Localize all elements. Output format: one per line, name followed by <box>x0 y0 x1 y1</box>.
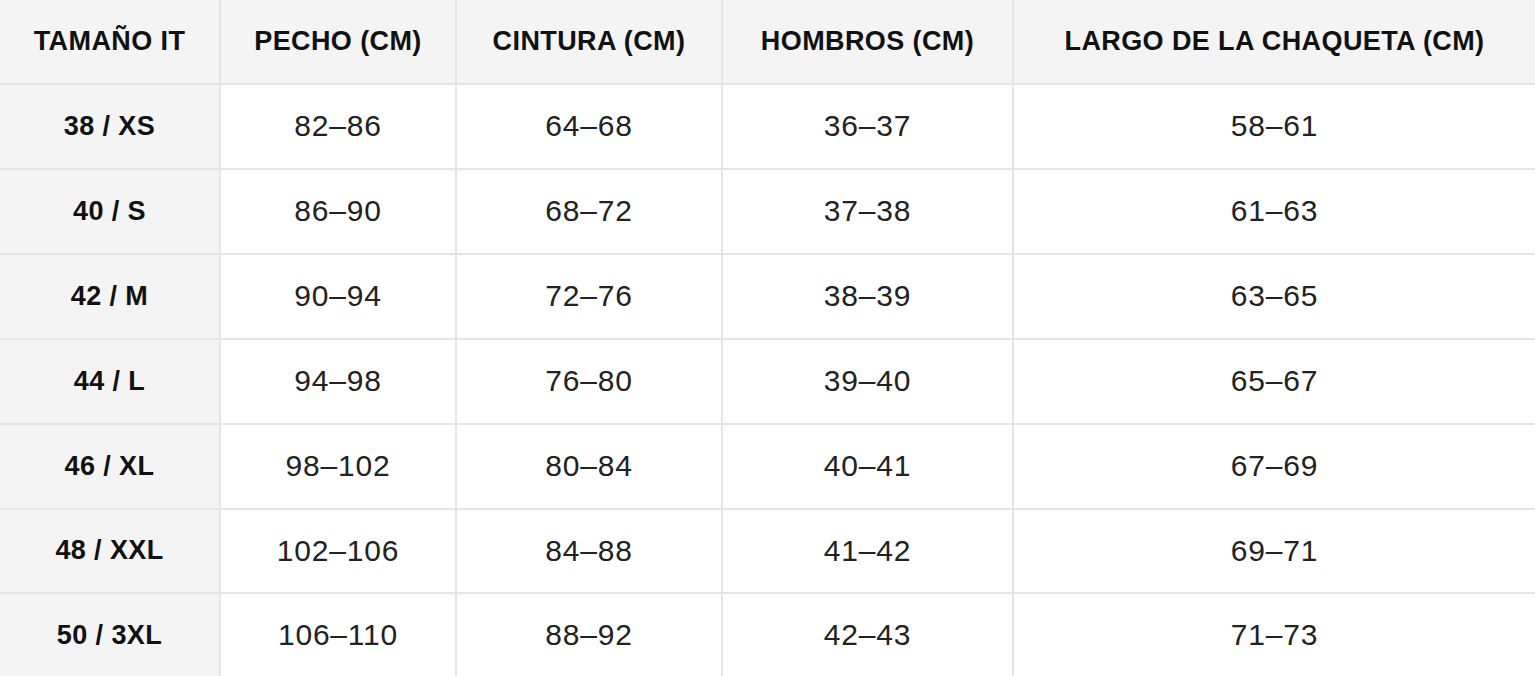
column-header-shoulders: HOMBROS (CM) <box>722 0 1013 84</box>
measurement-cell: 39–40 <box>722 339 1013 424</box>
measurement-cell: 38–39 <box>722 254 1013 339</box>
measurement-cell: 40–41 <box>722 424 1013 509</box>
table-row: 40 / S86–9068–7237–3861–63 <box>0 169 1535 254</box>
measurement-cell: 64–68 <box>456 84 722 169</box>
measurement-cell: 41–42 <box>722 509 1013 594</box>
measurement-cell: 80–84 <box>456 424 722 509</box>
measurement-cell: 98–102 <box>220 424 456 509</box>
measurement-cell: 106–110 <box>220 593 456 676</box>
header-row: TAMAÑO IT PECHO (CM) CINTURA (CM) HOMBRO… <box>0 0 1535 84</box>
measurement-cell: 84–88 <box>456 509 722 594</box>
table-row: 44 / L94–9876–8039–4065–67 <box>0 339 1535 424</box>
column-header-jacket-length: LARGO DE LA CHAQUETA (CM) <box>1013 0 1535 84</box>
measurement-cell: 65–67 <box>1013 339 1535 424</box>
measurement-cell: 37–38 <box>722 169 1013 254</box>
measurement-cell: 94–98 <box>220 339 456 424</box>
measurement-cell: 102–106 <box>220 509 456 594</box>
size-label: 46 / XL <box>0 424 220 509</box>
measurement-cell: 90–94 <box>220 254 456 339</box>
size-chart-header: TAMAÑO IT PECHO (CM) CINTURA (CM) HOMBRO… <box>0 0 1535 84</box>
table-row: 48 / XXL102–10684–8841–4269–71 <box>0 509 1535 594</box>
measurement-cell: 69–71 <box>1013 509 1535 594</box>
measurement-cell: 76–80 <box>456 339 722 424</box>
size-chart-table: TAMAÑO IT PECHO (CM) CINTURA (CM) HOMBRO… <box>0 0 1535 676</box>
measurement-cell: 86–90 <box>220 169 456 254</box>
measurement-cell: 71–73 <box>1013 593 1535 676</box>
measurement-cell: 36–37 <box>722 84 1013 169</box>
measurement-cell: 42–43 <box>722 593 1013 676</box>
measurement-cell: 72–76 <box>456 254 722 339</box>
measurement-cell: 68–72 <box>456 169 722 254</box>
size-label: 44 / L <box>0 339 220 424</box>
size-chart-body: 38 / XS82–8664–6836–3758–6140 / S86–9068… <box>0 84 1535 676</box>
column-header-waist: CINTURA (CM) <box>456 0 722 84</box>
size-label: 50 / 3XL <box>0 593 220 676</box>
measurement-cell: 63–65 <box>1013 254 1535 339</box>
table-row: 50 / 3XL106–11088–9242–4371–73 <box>0 593 1535 676</box>
measurement-cell: 67–69 <box>1013 424 1535 509</box>
measurement-cell: 58–61 <box>1013 84 1535 169</box>
measurement-cell: 82–86 <box>220 84 456 169</box>
table-row: 42 / M90–9472–7638–3963–65 <box>0 254 1535 339</box>
measurement-cell: 88–92 <box>456 593 722 676</box>
size-label: 40 / S <box>0 169 220 254</box>
measurement-cell: 61–63 <box>1013 169 1535 254</box>
size-label: 48 / XXL <box>0 509 220 594</box>
table-row: 38 / XS82–8664–6836–3758–61 <box>0 84 1535 169</box>
size-label: 38 / XS <box>0 84 220 169</box>
size-label: 42 / M <box>0 254 220 339</box>
column-header-size: TAMAÑO IT <box>0 0 220 84</box>
table-row: 46 / XL98–10280–8440–4167–69 <box>0 424 1535 509</box>
column-header-chest: PECHO (CM) <box>220 0 456 84</box>
